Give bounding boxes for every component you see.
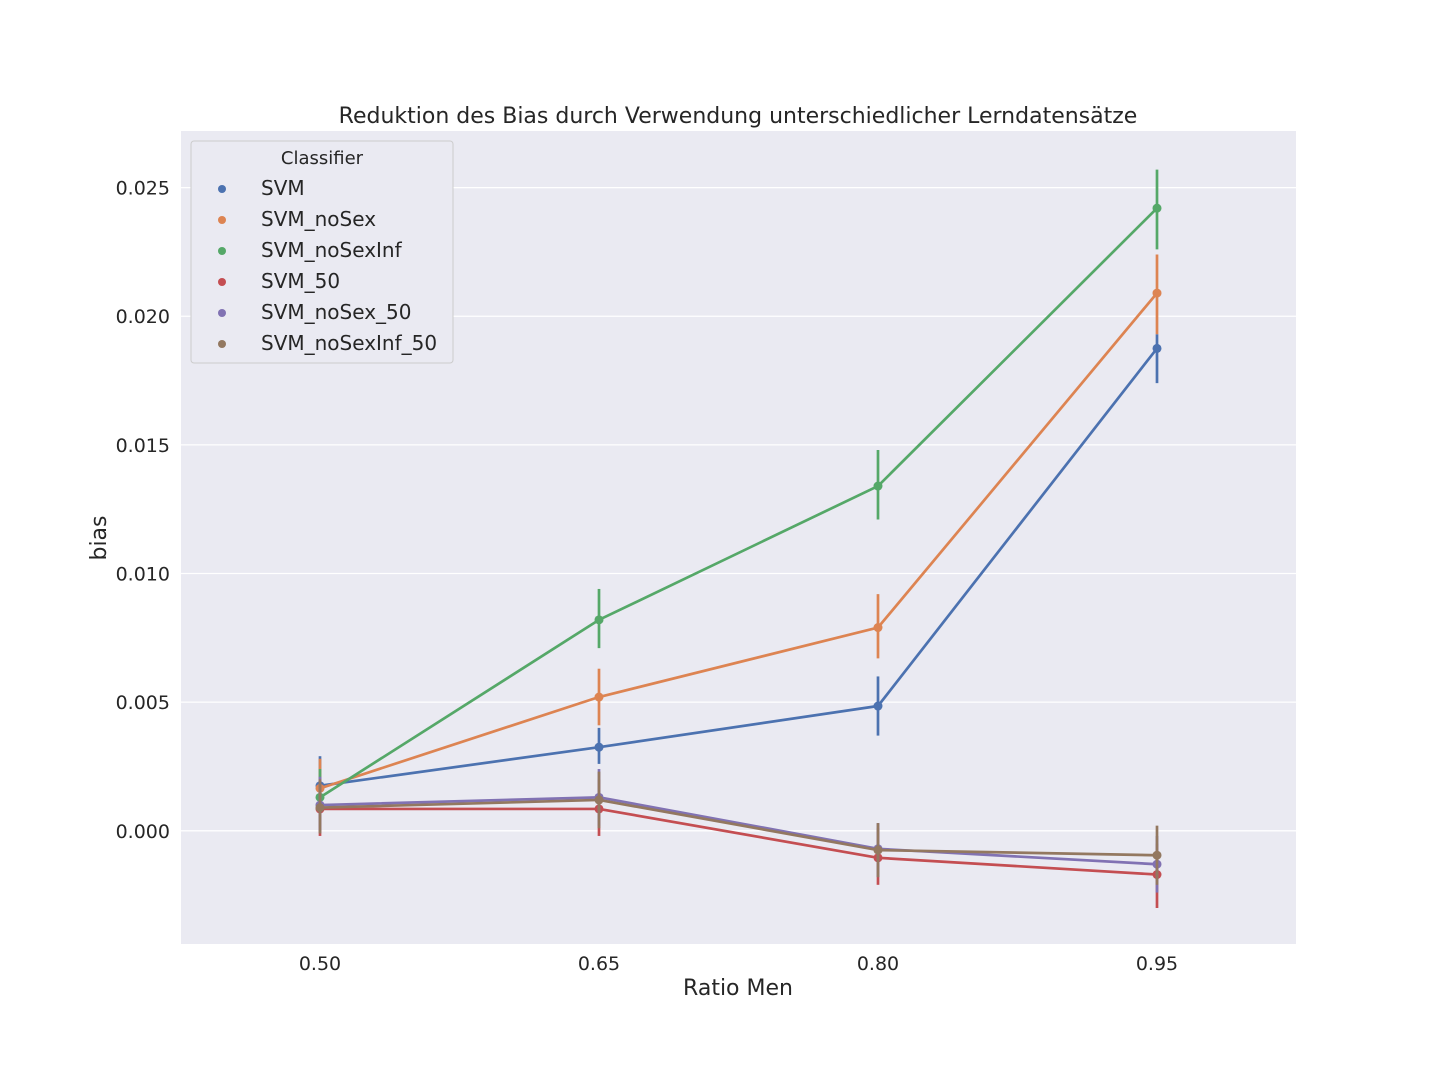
point-SVM_noSexInf_50-0 [315,803,325,813]
legend-label-SVM_noSex: SVM_noSex [261,207,376,231]
line-SVM_noSex_50 [319,796,1158,866]
point-SVM-2 [873,701,883,711]
point-SVM-3 [1152,343,1162,353]
series-SVM_noSexInf_50 [315,771,1162,885]
series-layer [315,169,1162,908]
legend-marker-SVM_noSex_50 [218,309,226,317]
legend-marker-SVM [218,185,226,193]
y-tick-label-3: 0.015 [116,435,170,457]
y-tick-label-1: 0.005 [116,692,170,714]
point-SVM_noSex-1 [594,692,604,702]
point-SVM_noSexInf_50-1 [594,795,604,805]
x-tick-labels: 0.50 0.65 0.80 0.95 [299,953,1178,975]
legend-marker-SVM_noSexInf [218,247,226,255]
point-SVM_noSexInf-2 [873,481,883,491]
x-tick-label-0: 0.50 [299,953,341,975]
legend-label-SVM: SVM [261,176,305,200]
line-SVM_noSex [319,292,1159,790]
point-SVM_noSexInf_50-3 [1152,850,1162,860]
line-SVM [319,347,1159,788]
legend: Classifier SVM SVM_noSex SVM_noSexInf SVM_5… [190,140,454,364]
legend-box [190,140,454,364]
y-tick-labels: 0.000 0.005 0.010 0.015 0.020 0.025 [116,178,170,843]
x-tick-label-1: 0.65 [578,953,620,975]
legend-title: Classifier [281,148,364,169]
point-SVM_noSexInf-3 [1152,203,1162,213]
y-tick-label-4: 0.020 [116,306,170,328]
x-axis-label: Ratio Men [683,976,793,1001]
y-axis-label: bias [87,515,112,560]
legend-label-SVM_noSexInf_50: SVM_noSexInf_50 [261,331,437,355]
legend-marker-SVM_noSexInf_50 [218,340,226,348]
x-tick-label-2: 0.80 [857,953,899,975]
line-SVM_noSexInf [319,207,1158,799]
line-SVM_noSexInf_50 [319,798,1158,857]
chart-title: Reduktion des Bias durch Verwendung unte… [339,104,1138,129]
line-SVM_50 [320,807,1158,876]
series-SVM_noSexInf [315,169,1162,826]
point-SVM_noSexInf-1 [594,615,604,625]
y-tick-label-0: 0.000 [116,821,170,843]
legend-label-SVM_noSex_50: SVM_noSex_50 [261,300,411,324]
point-SVM-1 [594,742,604,752]
legend-label-SVM_50: SVM_50 [261,269,340,293]
legend-marker-SVM_noSex [218,216,226,224]
legend-marker-SVM_50 [218,278,226,286]
point-SVM_noSex-2 [873,623,883,633]
y-tick-label-2: 0.010 [116,564,170,586]
x-tick-label-3: 0.95 [1136,953,1178,975]
y-tick-label-5: 0.025 [116,178,170,200]
point-SVM_noSexInf_50-2 [873,845,883,855]
point-SVM_noSex-3 [1152,288,1162,298]
legend-label-SVM_noSexInf: SVM_noSexInf [261,238,403,262]
